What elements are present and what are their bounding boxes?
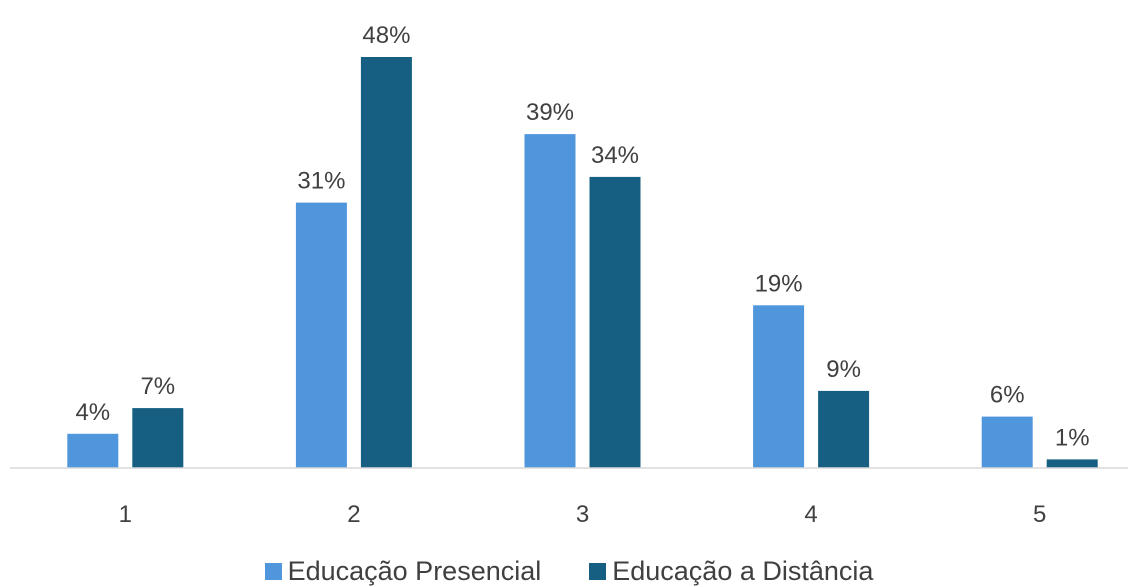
bar-series0-cat-5 [981,416,1033,468]
legend: Educação Presencial Educação a Distância [0,556,1138,587]
bar-series1-cat-3 [589,176,641,468]
x-tick-label-4: 4 [804,501,817,528]
legend-item-presencial: Educação Presencial [264,556,542,587]
data-label-series0-cat-4: 19% [755,270,803,297]
data-label-series0-cat-1: 4% [75,399,110,426]
bar-series1-cat-2 [360,57,412,468]
bar-series0-cat-3 [524,134,576,468]
bar-series1-cat-4 [818,390,870,468]
bar-chart: 4% 7% 31% 48% 39% 34% 19% 9% 6% 1% 1 2 3 4 5 [10,22,1128,528]
data-label-series0-cat-3: 39% [526,99,574,126]
legend-swatch-distancia [589,563,607,580]
bars-layer [67,57,1098,469]
x-tick-label-2: 2 [347,501,360,528]
bar-series0-cat-2 [295,202,347,468]
legend-item-distancia: Educação a Distância [589,556,873,587]
data-label-series0-cat-2: 31% [297,168,345,195]
legend-label-presencial: Educação Presencial [287,556,542,586]
data-label-series1-cat-4: 9% [826,356,861,383]
data-label-series1-cat-3: 34% [591,142,639,169]
data-label-series1-cat-5: 1% [1055,424,1090,451]
bar-series0-cat-4 [753,305,805,468]
data-label-series1-cat-2: 48% [362,22,410,49]
x-tick-label-1: 1 [119,501,132,528]
value-labels-layer: 4% 7% 31% 48% 39% 34% 19% 9% 6% 1% [75,22,1089,451]
x-tick-label-3: 3 [576,501,589,528]
bar-series1-cat-5 [1046,459,1098,468]
x-tick-label-5: 5 [1033,501,1046,528]
data-label-series0-cat-5: 6% [990,382,1025,409]
bar-series0-cat-1 [67,433,119,469]
bar-series1-cat-1 [132,408,184,468]
legend-label-distancia: Educação a Distância [612,556,874,586]
data-label-series1-cat-1: 7% [140,373,175,400]
x-tick-labels: 1 2 3 4 5 [119,501,1047,528]
legend-swatch-presencial [264,563,282,580]
